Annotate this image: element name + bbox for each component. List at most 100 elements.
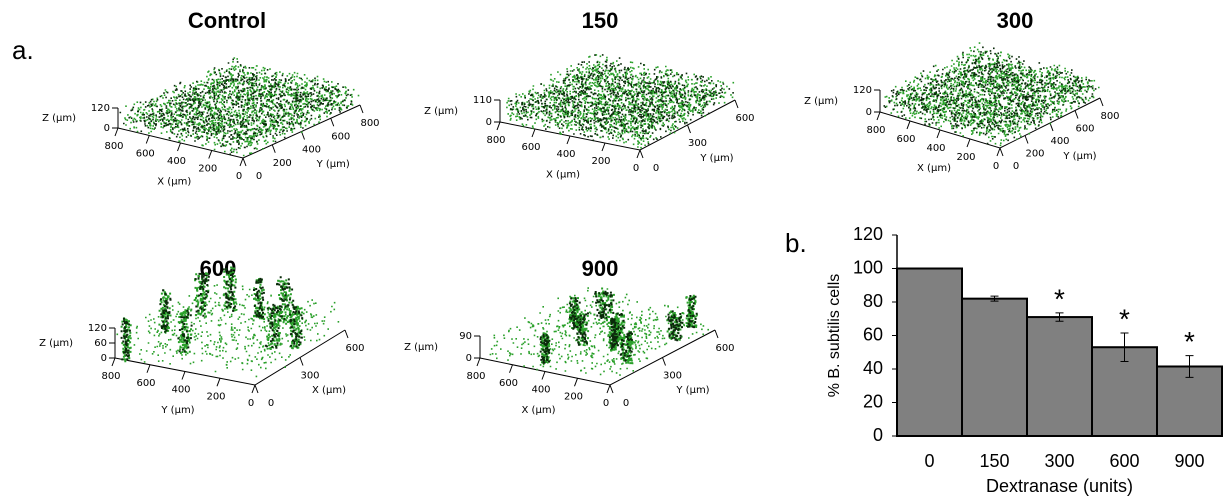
x-tick-label: 0 bbox=[633, 163, 639, 174]
x-tick bbox=[208, 150, 213, 159]
z-tick-label: 120 bbox=[88, 323, 107, 334]
bar bbox=[1026, 316, 1093, 438]
x-tick bbox=[239, 157, 244, 167]
z-tick-label: 60 bbox=[94, 338, 107, 349]
y-tick-label: 0 bbox=[623, 398, 629, 409]
x-tick bbox=[251, 384, 256, 394]
z-tick-label: 120 bbox=[91, 103, 110, 114]
significance-marker: * bbox=[1119, 303, 1130, 334]
y-tick-label: 800 bbox=[360, 118, 379, 129]
y-tick bbox=[662, 357, 666, 366]
x-tick-label: 800 bbox=[866, 125, 885, 136]
biofilm-green bbox=[506, 54, 735, 149]
x-tick bbox=[531, 128, 536, 138]
z-axis-label: Z (µm) bbox=[404, 342, 438, 353]
biofilm-dark bbox=[883, 46, 1097, 145]
x-tick-label: 600 bbox=[136, 378, 155, 389]
plot-title: 150 bbox=[582, 8, 619, 33]
y-tick-label: 600 bbox=[1075, 124, 1094, 135]
y-tick bbox=[1099, 97, 1104, 107]
x-tick-label: 200 bbox=[564, 391, 583, 402]
x-tick bbox=[111, 357, 116, 367]
z-tick-label: 120 bbox=[853, 85, 872, 96]
y-tick-label: 300 bbox=[688, 138, 707, 149]
y-tick-label: 300 bbox=[663, 371, 682, 382]
z-tick-label: 0 bbox=[466, 353, 472, 364]
x-tick bbox=[114, 127, 119, 137]
x-tick bbox=[636, 149, 641, 159]
x-tick-label: 900 bbox=[1174, 451, 1204, 471]
y-tick bbox=[330, 118, 335, 127]
z-tick-label: 0 bbox=[101, 353, 107, 364]
biofilm-green bbox=[884, 42, 1100, 147]
biofilm-green bbox=[116, 266, 340, 378]
x-tick bbox=[541, 371, 546, 380]
biofilm-dark bbox=[120, 267, 304, 361]
y-tick-label: 600 bbox=[331, 131, 350, 142]
y-tick bbox=[734, 99, 739, 109]
x-tick bbox=[145, 135, 150, 144]
x-tick-label: 800 bbox=[466, 371, 485, 382]
x-tick bbox=[996, 147, 1001, 157]
x-tick bbox=[936, 129, 941, 139]
x-tick bbox=[966, 138, 971, 148]
y-tick-label: 200 bbox=[273, 158, 292, 169]
panel-label: b. bbox=[785, 228, 807, 258]
x-tick bbox=[181, 371, 186, 380]
x-tick-label: 400 bbox=[926, 143, 945, 154]
x-tick bbox=[876, 111, 881, 121]
x-tick-label: 600 bbox=[521, 142, 540, 153]
y-tick-label: 400 bbox=[1050, 136, 1069, 147]
plot-title: 300 bbox=[997, 8, 1034, 33]
y-tick-label: 0 bbox=[268, 398, 274, 409]
error-bar bbox=[1055, 312, 1064, 322]
x-tick-label: 800 bbox=[101, 371, 120, 382]
biofilm-green bbox=[489, 287, 709, 376]
x-tick bbox=[476, 357, 481, 367]
y-tick-label: 800 bbox=[1100, 111, 1119, 122]
x-tick-label: 0 bbox=[924, 451, 934, 471]
y-axis-label: % B. subtilis cells bbox=[826, 274, 843, 398]
x-axis-label: X (µm) bbox=[157, 177, 191, 188]
x-tick-label: 800 bbox=[486, 135, 505, 146]
plot-title: 900 bbox=[582, 256, 619, 281]
significance-marker: * bbox=[1184, 326, 1195, 357]
x-tick-label: 0 bbox=[993, 161, 999, 172]
x-tick-label: 600 bbox=[896, 134, 915, 145]
y-tick-label: 40 bbox=[863, 358, 883, 378]
y-tick-label: 20 bbox=[863, 391, 883, 411]
x-tick bbox=[601, 142, 606, 152]
error-bar bbox=[990, 295, 999, 302]
z-axis-label: Z (µm) bbox=[804, 96, 838, 107]
y-tick-label: 0 bbox=[1013, 161, 1019, 172]
x-tick-label: 600 bbox=[499, 378, 518, 389]
y-tick-label: 100 bbox=[853, 257, 883, 277]
y-tick bbox=[687, 124, 691, 134]
y-tick-label: 80 bbox=[863, 291, 883, 311]
x-tick bbox=[146, 364, 151, 373]
bar bbox=[1156, 365, 1223, 437]
x-tick bbox=[496, 121, 501, 131]
y-tick bbox=[1024, 135, 1029, 144]
y-tick bbox=[609, 384, 614, 394]
x-axis-label: Dextranase (units) bbox=[986, 476, 1133, 496]
x-tick-label: 400 bbox=[531, 385, 550, 396]
x-tick-label: 400 bbox=[167, 156, 186, 167]
y-tick bbox=[639, 149, 644, 159]
y-axis-label: X (µm) bbox=[312, 385, 346, 396]
significance-marker: * bbox=[1054, 283, 1065, 314]
biofilm-green bbox=[124, 57, 360, 157]
x-tick-label: 0 bbox=[236, 171, 242, 182]
y-tick bbox=[299, 357, 304, 366]
z-tick-label: 0 bbox=[866, 107, 872, 118]
x-axis-label: X (µm) bbox=[917, 163, 951, 174]
x-tick-label: 0 bbox=[248, 398, 254, 409]
y-axis-label: Y (µm) bbox=[675, 385, 709, 396]
y-tick-label: 600 bbox=[715, 343, 734, 354]
bar bbox=[961, 297, 1028, 437]
y-tick-label: 0 bbox=[653, 163, 659, 174]
x-axis-label: Y (µm) bbox=[160, 405, 194, 416]
x-tick-label: 200 bbox=[591, 156, 610, 167]
x-tick-label: 400 bbox=[171, 385, 190, 396]
